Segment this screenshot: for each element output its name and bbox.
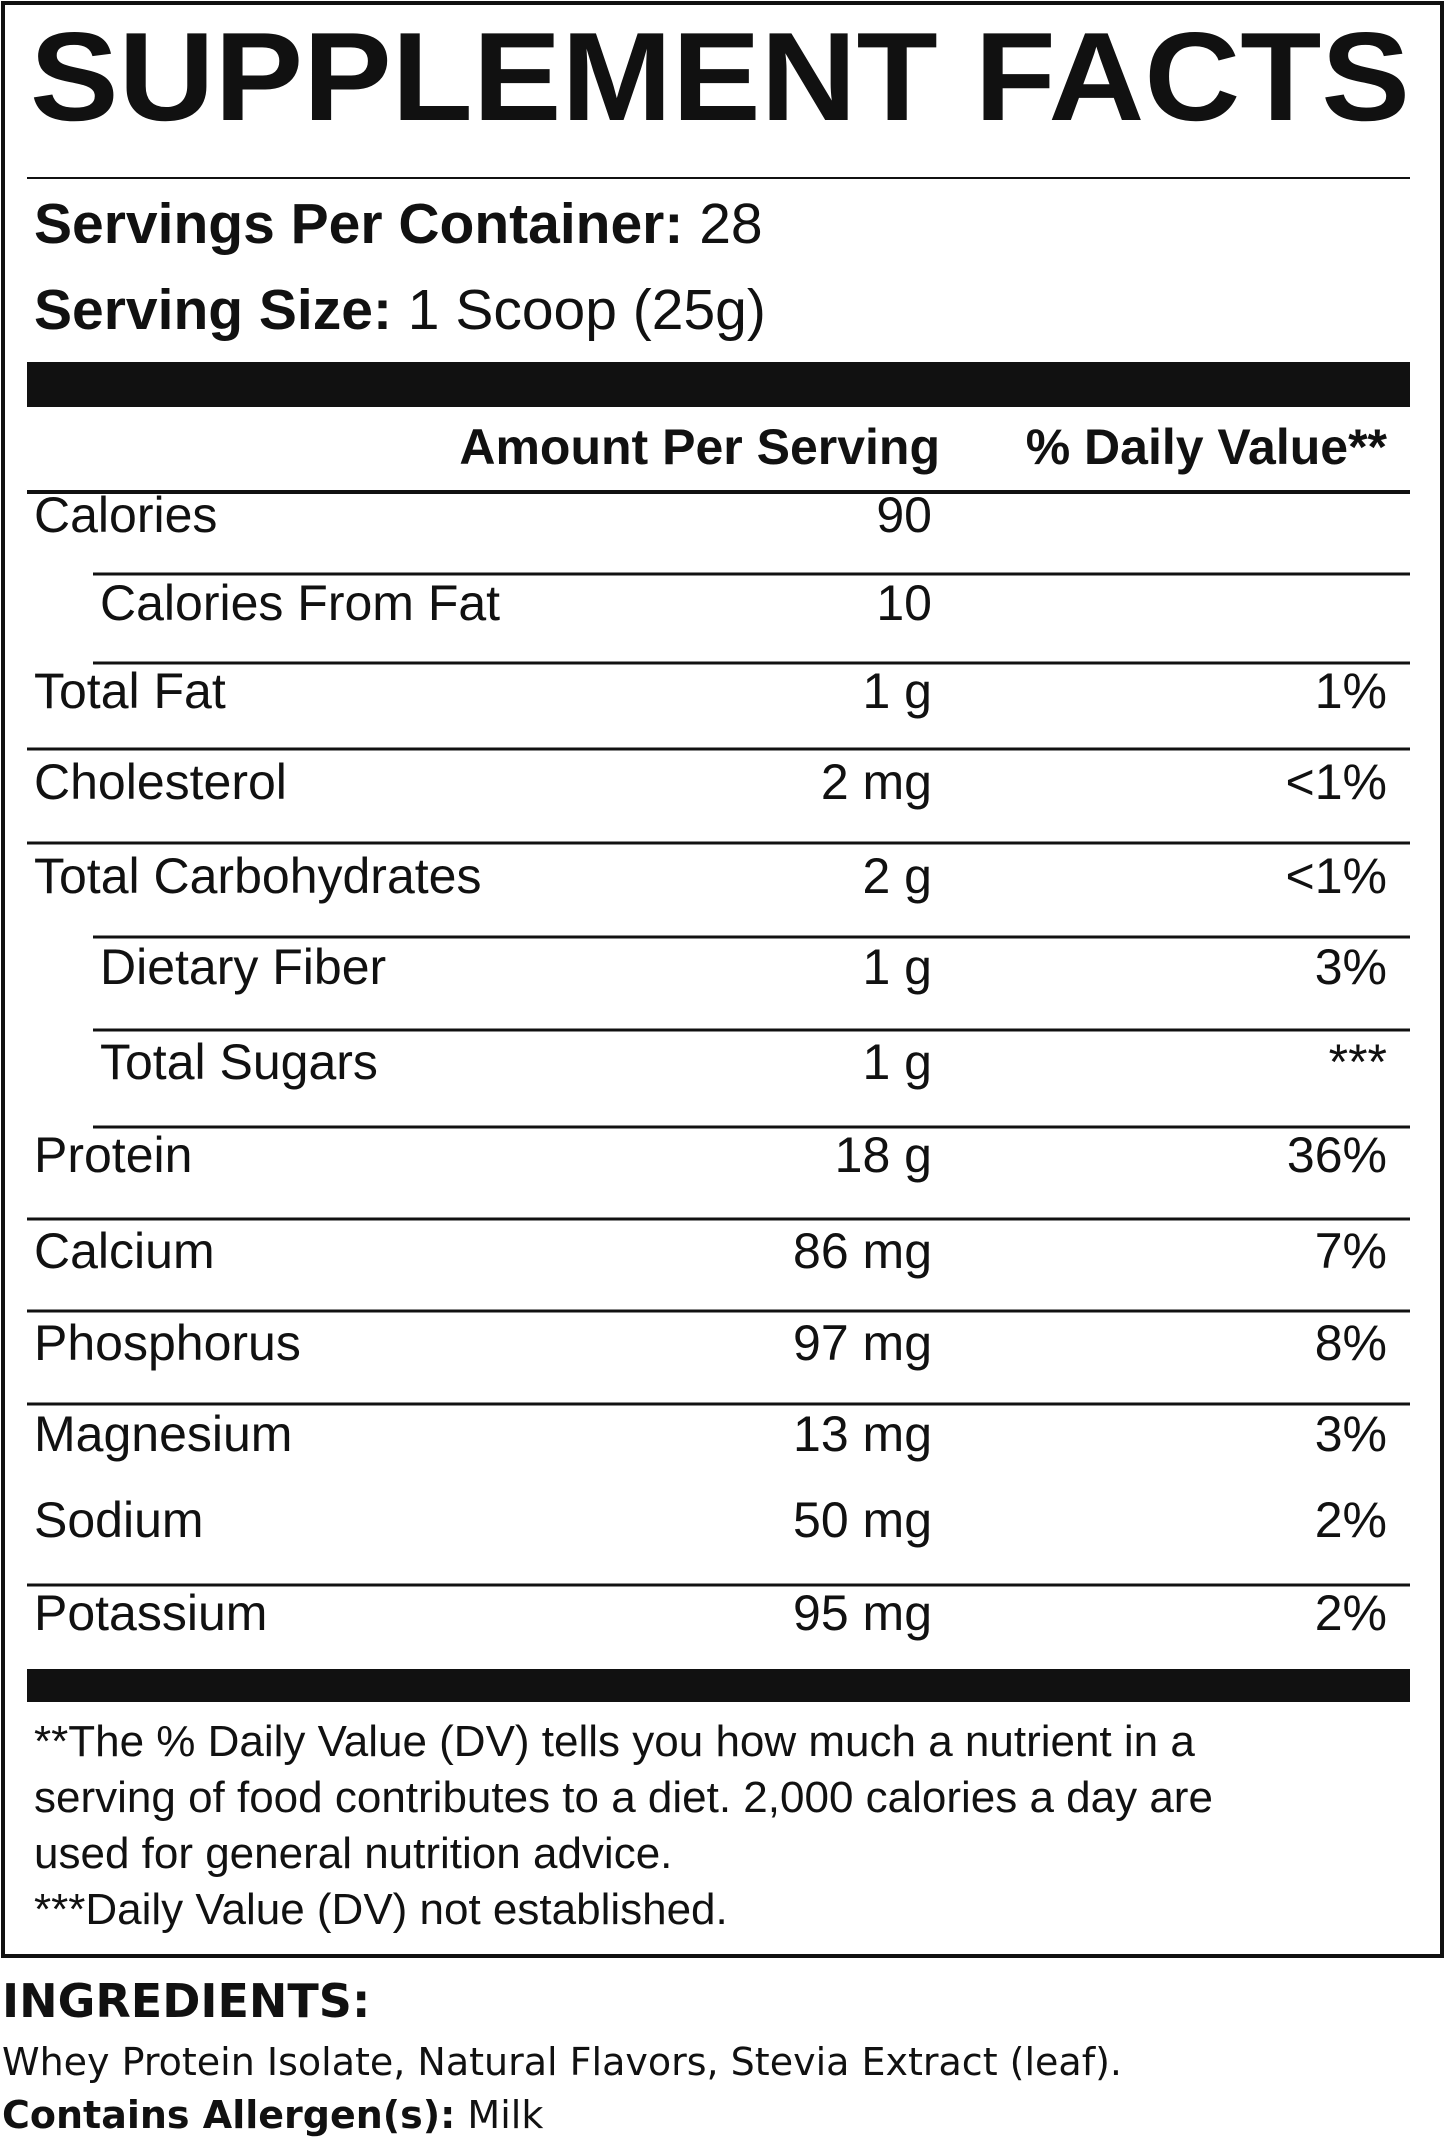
footnote: used for general nutrition advice. bbox=[34, 1829, 672, 1878]
footnote: **The % Daily Value (DV) tells you how m… bbox=[34, 1717, 1195, 1766]
allergen-label: Contains Allergen(s): bbox=[2, 2093, 455, 2137]
nutrient-name: Calories bbox=[34, 487, 217, 543]
nutrient-dv: 2% bbox=[1315, 1585, 1387, 1641]
nutrient-name: Dietary Fiber bbox=[100, 939, 386, 995]
nutrient-dv: 7% bbox=[1315, 1223, 1387, 1279]
nutrient-name: Total Sugars bbox=[100, 1034, 378, 1090]
servings: Servings Per Container: 28 bbox=[34, 192, 763, 256]
nutrient-amount: 1 g bbox=[862, 939, 932, 995]
thick-bar bbox=[27, 362, 1410, 407]
column-header: Amount Per Serving bbox=[459, 419, 940, 475]
nutrient-amount: 2 mg bbox=[821, 754, 932, 810]
nutrient-amount: 18 g bbox=[835, 1127, 932, 1183]
nutrient-dv: 3% bbox=[1315, 1406, 1387, 1462]
footnote: serving of food contributes to a diet. 2… bbox=[34, 1773, 1213, 1822]
nutrient-name: Total Fat bbox=[34, 663, 226, 719]
nutrient-amount: 86 mg bbox=[793, 1223, 932, 1279]
nutrient-name: Total Carbohydrates bbox=[34, 848, 481, 904]
nutrient-amount: 13 mg bbox=[793, 1406, 932, 1462]
footnote: ***Daily Value (DV) not established. bbox=[34, 1885, 728, 1934]
nutrient-amount: 1 g bbox=[862, 663, 932, 719]
nutrient-amount: 90 bbox=[876, 487, 932, 543]
nutrient-name: Calories From Fat bbox=[100, 575, 500, 631]
nutrient-name: Cholesterol bbox=[34, 754, 287, 810]
nutrient-dv: 2% bbox=[1315, 1492, 1387, 1548]
nutrient-dv: <1% bbox=[1286, 754, 1387, 810]
serving-size: Serving Size: 1 Scoop (25g) bbox=[34, 278, 766, 342]
nutrient-amount: 1 g bbox=[862, 1034, 932, 1090]
nutrient-amount: 95 mg bbox=[793, 1585, 932, 1641]
allergens: Contains Allergen(s): Milk bbox=[2, 2093, 543, 2137]
nutrient-name: Potassium bbox=[34, 1585, 267, 1641]
nutrient-name: Phosphorus bbox=[34, 1315, 301, 1371]
allergen-value: Milk bbox=[467, 2093, 543, 2137]
nutrient-name: Protein bbox=[34, 1127, 192, 1183]
ingredients-text: Whey Protein Isolate, Natural Flavors, S… bbox=[2, 2040, 1122, 2084]
nutrient-name: Sodium bbox=[34, 1492, 204, 1548]
nutrient-dv: 36% bbox=[1287, 1127, 1387, 1183]
nutrient-name: Calcium bbox=[34, 1223, 215, 1279]
column-header: % Daily Value** bbox=[1026, 419, 1388, 475]
nutrient-dv: 1% bbox=[1315, 663, 1387, 719]
nutrient-dv: <1% bbox=[1286, 848, 1387, 904]
nutrient-dv: 8% bbox=[1315, 1315, 1387, 1371]
servings-label: Servings Per Container: bbox=[34, 192, 683, 256]
nutrient-dv: 3% bbox=[1315, 939, 1387, 995]
nutrient-name: Magnesium bbox=[34, 1406, 292, 1462]
nutrient-dv: *** bbox=[1329, 1034, 1387, 1090]
nutrient-amount: 50 mg bbox=[793, 1492, 932, 1548]
label-border bbox=[1, 1, 1444, 1958]
thick-bar bbox=[27, 1669, 1410, 1702]
serving-size-label: Serving Size: bbox=[34, 278, 392, 342]
title: SUPPLEMENT FACTS bbox=[30, 6, 1410, 147]
nutrient-amount: 2 g bbox=[862, 848, 932, 904]
servings-value: 28 bbox=[699, 192, 762, 256]
ingredients-heading: INGREDIENTS: bbox=[2, 1974, 370, 2028]
nutrient-amount: 97 mg bbox=[793, 1315, 932, 1371]
serving-size-value: 1 Scoop (25g) bbox=[408, 278, 766, 342]
nutrient-amount: 10 bbox=[876, 575, 932, 631]
